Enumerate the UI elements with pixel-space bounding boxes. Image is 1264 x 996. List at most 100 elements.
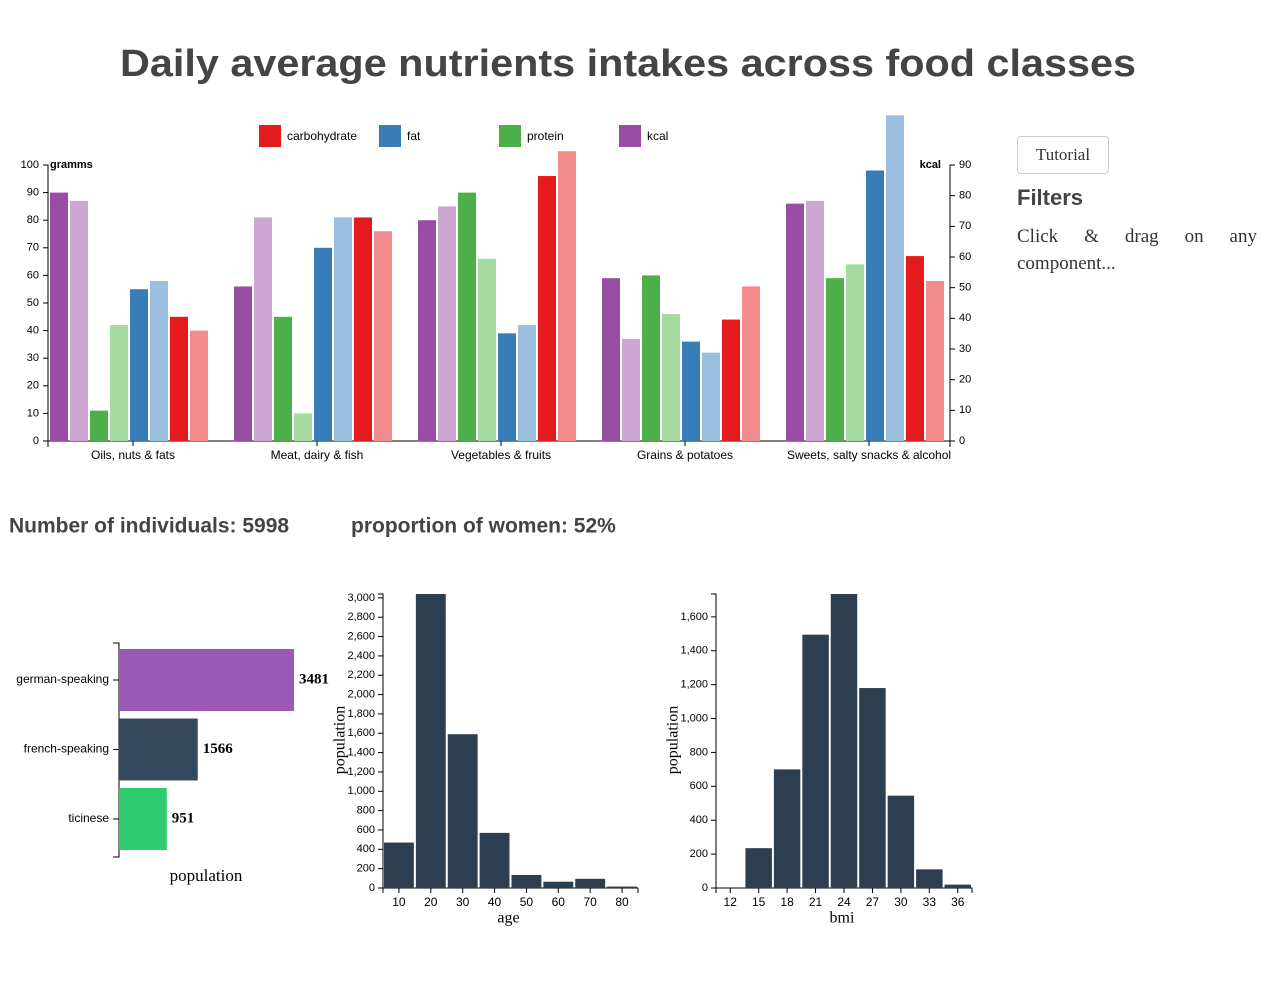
bar [906, 256, 924, 441]
y-tick-label: 1,200 [347, 766, 375, 778]
y-axis-label: population [332, 706, 349, 774]
bar [558, 151, 576, 441]
y-tick-label: ticinese [68, 811, 109, 825]
y-tick-label: 1,400 [347, 747, 375, 759]
y-tick-label: 2,400 [347, 650, 375, 662]
histogram-bar [415, 594, 446, 888]
bar [294, 413, 312, 441]
histogram-bar [802, 634, 829, 888]
bar-value-label: 951 [172, 810, 195, 826]
bar [722, 319, 740, 441]
y-tick-label: 2,600 [347, 630, 375, 642]
y2-tick-label: 90 [959, 159, 971, 171]
y2-axis-label: kcal [920, 159, 941, 171]
x-tick-label: 10 [392, 895, 406, 909]
histogram-bar [479, 832, 510, 888]
bar [254, 217, 272, 441]
tutorial-button[interactable]: Tutorial [1017, 136, 1109, 174]
y2-tick-label: 20 [959, 374, 971, 386]
histogram-bar [773, 769, 801, 888]
bar [518, 325, 536, 441]
histogram-bar [543, 881, 574, 888]
x-tick-label: 30 [456, 895, 470, 909]
histogram-bar [916, 869, 943, 888]
y-tick-label: 200 [357, 863, 375, 875]
x-axis-label: bmi [830, 910, 855, 927]
y-tick-label: 100 [21, 159, 39, 171]
x-tick-label: Sweets, salty snacks & alcohol [787, 448, 951, 462]
y-tick-label: 0 [702, 882, 708, 894]
legend-label: carbohydrate [287, 129, 357, 143]
bar [110, 325, 128, 441]
bar [826, 278, 844, 441]
legend-label: protein [527, 129, 564, 143]
x-tick-label: 12 [724, 895, 738, 909]
bar-value-label: 3481 [299, 671, 329, 687]
bar [274, 316, 292, 441]
bar [926, 280, 944, 441]
y-tick-label: 3,000 [347, 592, 375, 604]
bar [90, 410, 108, 441]
y-tick-label: 60 [27, 269, 39, 281]
x-tick-label: 80 [615, 895, 629, 909]
x-tick-label: 40 [488, 895, 502, 909]
y2-tick-label: 40 [959, 312, 971, 324]
bar [190, 330, 208, 441]
bar [806, 200, 824, 441]
y2-tick-label: 60 [959, 251, 971, 263]
bar [498, 333, 516, 441]
histogram-bar [745, 848, 772, 888]
y-tick-label: 90 [27, 187, 39, 199]
y2-tick-label: 70 [959, 220, 971, 232]
y-tick-label: 1,000 [680, 712, 708, 724]
x-tick-label: 18 [780, 895, 794, 909]
y-tick-label: 1,800 [347, 708, 375, 720]
histogram-bar [511, 874, 542, 888]
y-tick-label: 800 [690, 746, 708, 758]
bar [538, 176, 556, 442]
x-tick-label: 70 [584, 895, 598, 909]
y-tick-label: 0 [33, 435, 39, 447]
y-tick-label: 40 [27, 325, 39, 337]
stat-count: Number of individuals: 5998 [9, 515, 289, 538]
histogram-bar [607, 886, 637, 888]
y-tick-label: 1,600 [680, 611, 708, 623]
bar [150, 280, 168, 441]
y2-tick-label: 80 [959, 190, 971, 202]
histogram-bar [384, 842, 414, 888]
y2-tick-label: 30 [959, 343, 971, 355]
y2-tick-label: 50 [959, 282, 971, 294]
x-tick-label: 36 [951, 895, 965, 909]
stat-women: proportion of women: 52% [351, 515, 616, 538]
y-tick-label: 70 [27, 242, 39, 254]
y-tick-label: german-speaking [16, 672, 109, 686]
x-tick-label: 30 [894, 895, 908, 909]
y-axis [711, 593, 717, 889]
histogram-bar [575, 878, 606, 888]
bar [170, 316, 188, 441]
y2-axis [949, 164, 955, 441]
y2-tick-label: 10 [959, 404, 971, 416]
x-tick-label: 24 [837, 895, 851, 909]
x-tick-label: 33 [923, 895, 937, 909]
bar [119, 718, 198, 781]
y-tick-label: 2,000 [347, 688, 375, 700]
bar [458, 192, 476, 441]
y-tick-label: french-speaking [24, 742, 109, 756]
bar [886, 115, 904, 441]
y-tick-label: 1,200 [680, 679, 708, 691]
bar [602, 278, 620, 441]
bar [234, 286, 252, 441]
y-tick-label: 2,800 [347, 611, 375, 623]
x-tick-label: 60 [552, 895, 566, 909]
bar [314, 247, 332, 441]
x-tick-label: Grains & potatoes [637, 448, 733, 462]
y-tick-label: 1,000 [347, 785, 375, 797]
y-tick-label: 30 [27, 352, 39, 364]
legend-swatch [379, 125, 401, 147]
x-tick-label: Oils, nuts & fats [91, 448, 175, 462]
y-axis [378, 593, 384, 889]
y-tick-label: 50 [27, 297, 39, 309]
y-tick-label: 600 [690, 780, 708, 792]
